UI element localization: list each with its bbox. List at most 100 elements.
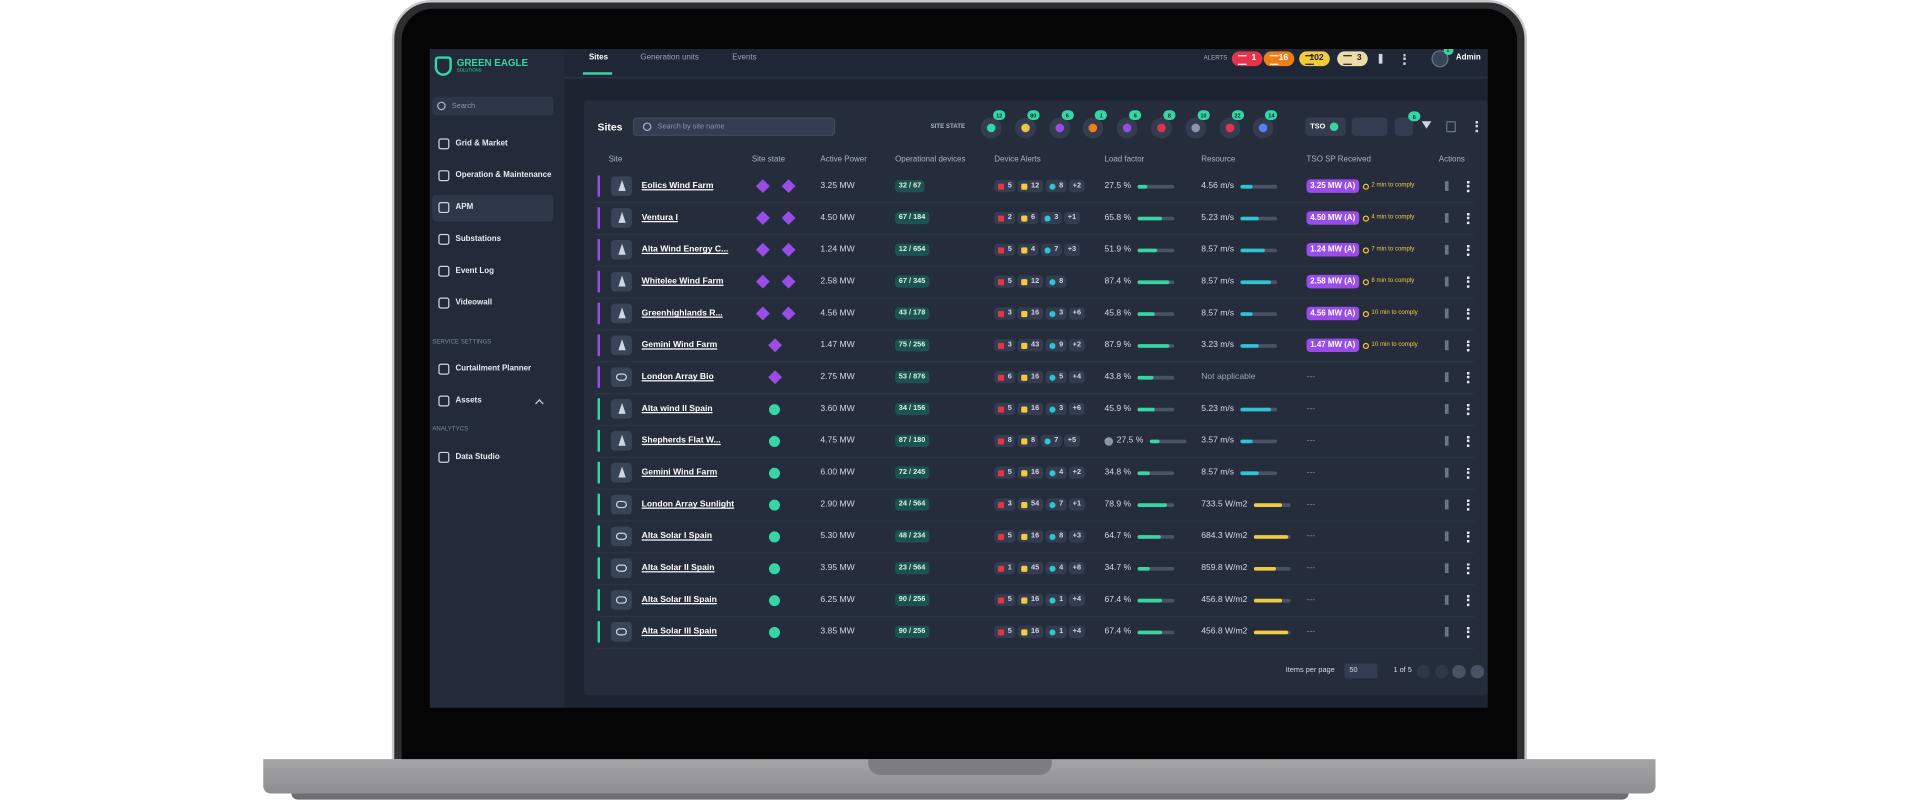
- state-filter[interactable]: [1116, 117, 1138, 139]
- device-alert[interactable]: 5: [994, 593, 1016, 607]
- site-name[interactable]: London Array Bio: [641, 372, 714, 382]
- reorder-icon[interactable]: [1444, 404, 1452, 414]
- reorder-icon[interactable]: [1444, 372, 1452, 383]
- pin-button[interactable]: [1394, 117, 1414, 136]
- device-alert[interactable]: 1: [1045, 625, 1067, 638]
- device-alert[interactable]: 8: [1045, 530, 1067, 543]
- nav-item[interactable]: Curtailment Planner: [455, 364, 532, 374]
- device-alert[interactable]: +6: [1068, 307, 1085, 320]
- row-menu[interactable]: [1466, 340, 1472, 352]
- columns-icon[interactable]: [1446, 121, 1456, 133]
- device-alert[interactable]: 8: [1045, 275, 1067, 288]
- row-menu[interactable]: [1466, 499, 1472, 511]
- device-alert[interactable]: 4: [1045, 466, 1067, 479]
- device-alert[interactable]: +2: [1068, 466, 1085, 479]
- device-alert[interactable]: 1: [1045, 593, 1067, 607]
- device-alert[interactable]: 7: [1040, 434, 1063, 447]
- device-alert[interactable]: 1: [994, 562, 1016, 575]
- device-alert[interactable]: 16: [1017, 371, 1043, 384]
- nav-item[interactable]: Grid & Market: [455, 139, 508, 148]
- device-alert[interactable]: +2: [1068, 339, 1085, 352]
- site-name[interactable]: Eolics Wind Farm: [641, 181, 714, 191]
- state-filter[interactable]: [1219, 117, 1240, 139]
- device-alert[interactable]: 5: [1045, 371, 1067, 384]
- device-alert[interactable]: 3: [994, 307, 1016, 320]
- device-alert[interactable]: 43: [1017, 339, 1043, 352]
- device-alert[interactable]: 3: [1040, 211, 1063, 225]
- site-name[interactable]: Alta Solar II Spain: [641, 563, 715, 573]
- reorder-icon[interactable]: [1444, 276, 1452, 287]
- device-alert[interactable]: +1: [1068, 498, 1085, 511]
- reorder-icon[interactable]: [1444, 626, 1452, 637]
- reorder-icon[interactable]: [1444, 308, 1452, 319]
- site-name[interactable]: Alta Solar III Spain: [641, 627, 717, 637]
- user-name[interactable]: Admin: [1455, 53, 1481, 63]
- device-alert[interactable]: 5: [994, 243, 1016, 256]
- row-menu[interactable]: [1466, 213, 1472, 225]
- nav-item[interactable]: Operation & Maintenance: [455, 171, 552, 180]
- row-menu[interactable]: [1466, 181, 1472, 193]
- alert-chip[interactable]: 1: [1231, 51, 1263, 67]
- device-alert[interactable]: +6: [1068, 402, 1085, 416]
- device-alert[interactable]: 3: [1045, 402, 1067, 416]
- row-menu[interactable]: [1466, 563, 1472, 575]
- nav-item[interactable]: Event Log: [455, 266, 494, 276]
- reorder-icon[interactable]: [1444, 244, 1452, 255]
- alert-chip[interactable]: 102: [1299, 51, 1330, 67]
- reorder-icon[interactable]: [1444, 213, 1452, 223]
- device-alert[interactable]: 8: [1045, 180, 1067, 193]
- reorder-icon[interactable]: [1444, 531, 1452, 542]
- nav-item[interactable]: Substations: [455, 234, 502, 244]
- page-button[interactable]: [1470, 664, 1485, 679]
- device-alert[interactable]: 2: [994, 211, 1016, 225]
- device-alert[interactable]: 9: [1045, 339, 1067, 352]
- site-name[interactable]: Greenhighlands R...: [641, 309, 723, 318]
- per-page[interactable]: 50: [1349, 667, 1358, 675]
- device-alert[interactable]: 16: [1017, 466, 1043, 479]
- device-alert[interactable]: 8: [1017, 434, 1039, 447]
- volume-icon[interactable]: [1378, 53, 1388, 64]
- device-alert[interactable]: +5: [1064, 434, 1080, 447]
- site-name[interactable]: Alta Wind Energy C...: [641, 245, 729, 255]
- device-alert[interactable]: 12: [1017, 275, 1043, 288]
- nav-item[interactable]: Assets: [455, 396, 482, 406]
- state-filter[interactable]: [980, 117, 1002, 139]
- device-alert[interactable]: 5: [994, 530, 1016, 543]
- chart-select[interactable]: [1351, 117, 1388, 136]
- device-alert[interactable]: +3: [1064, 243, 1080, 256]
- site-search[interactable]: [633, 117, 836, 136]
- row-menu[interactable]: [1466, 308, 1472, 320]
- reorder-icon[interactable]: [1444, 467, 1452, 478]
- row-menu[interactable]: [1466, 531, 1472, 543]
- site-name[interactable]: Alta Solar III Spain: [641, 595, 717, 605]
- device-alert[interactable]: 16: [1017, 402, 1043, 416]
- nav-item[interactable]: APM: [455, 202, 474, 212]
- device-alert[interactable]: 5: [994, 466, 1016, 479]
- state-filter[interactable]: [1048, 117, 1070, 139]
- site-name[interactable]: Whitelee Wind Farm: [641, 277, 724, 286]
- nav-tab[interactable]: Generation units: [640, 53, 699, 63]
- row-menu[interactable]: [1466, 626, 1472, 638]
- site-name[interactable]: London Array Sunlight: [641, 500, 735, 509]
- device-alert[interactable]: 5: [994, 275, 1016, 288]
- device-alert[interactable]: +4: [1068, 371, 1085, 384]
- state-filter[interactable]: [1014, 117, 1036, 139]
- row-menu[interactable]: [1466, 467, 1472, 479]
- device-alert[interactable]: 16: [1017, 307, 1043, 320]
- more-icon[interactable]: [1475, 121, 1481, 133]
- more-icon[interactable]: [1403, 53, 1408, 65]
- reorder-icon[interactable]: [1444, 563, 1452, 574]
- row-menu[interactable]: [1466, 372, 1472, 384]
- row-menu[interactable]: [1466, 244, 1472, 256]
- device-alert[interactable]: 5: [994, 402, 1016, 416]
- device-alert[interactable]: 5: [994, 180, 1016, 193]
- site-name[interactable]: Alta Solar I Spain: [641, 532, 713, 541]
- row-menu[interactable]: [1466, 435, 1472, 447]
- page-button[interactable]: [1416, 664, 1431, 679]
- sidebar-search[interactable]: [432, 96, 554, 116]
- device-alert[interactable]: 4: [1017, 243, 1039, 256]
- device-alert[interactable]: 3: [1045, 307, 1067, 320]
- state-filter[interactable]: [1151, 117, 1172, 139]
- site-name[interactable]: Ventura I: [641, 213, 678, 223]
- device-alert[interactable]: 7: [1045, 498, 1067, 511]
